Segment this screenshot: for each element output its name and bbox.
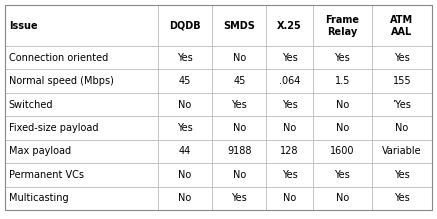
Bar [267, 69, 312, 93]
Bar [158, 140, 212, 163]
Text: No: No [283, 193, 296, 203]
Bar [312, 69, 372, 93]
Text: 45: 45 [179, 76, 191, 86]
Text: Connection oriented: Connection oriented [9, 53, 108, 63]
Bar [372, 5, 432, 46]
Bar [267, 140, 312, 163]
Text: No: No [233, 123, 246, 133]
Bar [312, 187, 372, 210]
Text: X.25: X.25 [277, 21, 302, 31]
Bar [158, 187, 212, 210]
Text: No: No [233, 170, 246, 180]
Bar [372, 93, 432, 116]
Text: ATM
AAL: ATM AAL [390, 15, 413, 37]
Text: No: No [233, 53, 246, 63]
Text: Yes: Yes [177, 53, 193, 63]
Text: Yes: Yes [232, 100, 247, 110]
Text: Issue: Issue [9, 21, 38, 31]
Text: Multicasting: Multicasting [9, 193, 68, 203]
Bar [372, 187, 432, 210]
Text: Yes: Yes [394, 53, 410, 63]
Bar [158, 69, 212, 93]
Text: 9188: 9188 [227, 147, 252, 156]
Text: No: No [283, 123, 296, 133]
Bar [372, 140, 432, 163]
Bar [312, 116, 372, 140]
Bar [267, 93, 312, 116]
Text: Yes: Yes [334, 170, 350, 180]
Text: Yes: Yes [394, 193, 410, 203]
Bar [312, 93, 372, 116]
Text: 155: 155 [392, 76, 411, 86]
Text: Yes: Yes [232, 193, 247, 203]
Text: 44: 44 [179, 147, 191, 156]
Text: Yes: Yes [394, 170, 410, 180]
Text: 45: 45 [233, 76, 246, 86]
Text: No: No [178, 193, 192, 203]
Text: Max payload: Max payload [9, 147, 71, 156]
Text: No: No [336, 193, 349, 203]
Bar [312, 46, 372, 69]
Text: No: No [336, 123, 349, 133]
Bar [5, 140, 158, 163]
Text: Permanent VCs: Permanent VCs [9, 170, 84, 180]
Text: Yes: Yes [177, 123, 193, 133]
Bar [267, 5, 312, 46]
Text: DQDB: DQDB [169, 21, 201, 31]
Bar [372, 163, 432, 187]
Text: Switched: Switched [9, 100, 53, 110]
Bar [212, 163, 267, 187]
Bar [372, 116, 432, 140]
Text: Fixed-size payload: Fixed-size payload [9, 123, 98, 133]
Text: Variable: Variable [382, 147, 422, 156]
Bar [5, 187, 158, 210]
Text: Yes: Yes [281, 170, 298, 180]
Bar [5, 116, 158, 140]
Bar [267, 46, 312, 69]
Bar [212, 69, 267, 93]
Bar [212, 116, 267, 140]
Text: No: No [395, 123, 409, 133]
Bar [312, 5, 372, 46]
Text: No: No [178, 170, 192, 180]
Text: Yes: Yes [281, 100, 298, 110]
Bar [372, 46, 432, 69]
Text: 1.5: 1.5 [335, 76, 350, 86]
Text: Frame
Relay: Frame Relay [325, 15, 359, 37]
Bar [312, 163, 372, 187]
Text: No: No [336, 100, 349, 110]
Bar [267, 116, 312, 140]
Bar [5, 46, 158, 69]
Bar [312, 140, 372, 163]
Text: Yes: Yes [281, 53, 298, 63]
Text: 128: 128 [280, 147, 299, 156]
Bar [267, 187, 312, 210]
Bar [212, 140, 267, 163]
Bar [212, 46, 267, 69]
Text: No: No [178, 100, 192, 110]
Bar [267, 163, 312, 187]
Bar [212, 187, 267, 210]
Bar [5, 163, 158, 187]
Bar [5, 93, 158, 116]
Bar [212, 93, 267, 116]
Bar [372, 69, 432, 93]
Bar [158, 93, 212, 116]
Text: Normal speed (Mbps): Normal speed (Mbps) [9, 76, 114, 86]
Text: 1600: 1600 [330, 147, 354, 156]
Bar [158, 163, 212, 187]
Text: SMDS: SMDS [223, 21, 255, 31]
Bar [5, 69, 158, 93]
Bar [212, 5, 267, 46]
Bar [158, 5, 212, 46]
Text: .064: .064 [279, 76, 300, 86]
Bar [158, 46, 212, 69]
Bar [5, 5, 158, 46]
Bar [158, 116, 212, 140]
Text: Yes: Yes [334, 53, 350, 63]
Text: ’Yes: ’Yes [392, 100, 411, 110]
